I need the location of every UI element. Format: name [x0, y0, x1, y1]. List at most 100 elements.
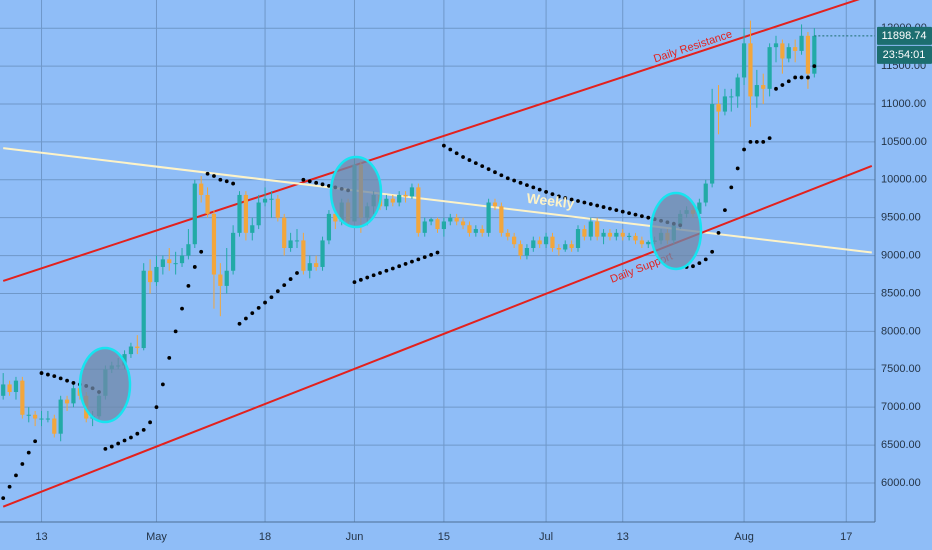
sar-dot — [703, 257, 708, 262]
x-tick-label: 13 — [35, 531, 47, 543]
y-tick-label: 7500.00 — [881, 363, 921, 375]
sar-dot — [493, 170, 497, 175]
candle-body — [780, 43, 785, 59]
y-tick-label: 8500.00 — [881, 287, 921, 299]
sar-dot — [742, 147, 746, 152]
candle-body — [71, 388, 76, 404]
sar-dot — [435, 250, 440, 255]
y-tick-label: 7000.00 — [881, 401, 921, 413]
sar-dot — [352, 280, 357, 285]
sar-dot — [576, 199, 580, 203]
sar-dot — [646, 215, 651, 220]
candle-body — [173, 263, 178, 265]
candle-body — [205, 194, 210, 214]
candle-body — [128, 346, 134, 355]
candle-body — [243, 194, 249, 233]
candle-body — [39, 418, 44, 420]
x-tick-label: Jul — [539, 531, 553, 543]
candle-body — [543, 236, 549, 245]
candle-body — [563, 244, 568, 250]
candle-body — [716, 103, 721, 112]
candle-body — [237, 194, 242, 233]
sar-dot — [608, 206, 612, 211]
candle-body — [722, 96, 728, 112]
sar-dot — [774, 86, 778, 91]
candle-body — [697, 202, 702, 214]
sar-dot — [358, 277, 363, 282]
sar-dot — [467, 158, 472, 162]
sar-dot — [52, 374, 57, 378]
sar-dot — [569, 197, 574, 202]
y-tick-label: 8000.00 — [881, 325, 921, 337]
candle-body — [633, 235, 638, 241]
y-tick-label: 10000.00 — [881, 174, 927, 186]
sar-dot — [167, 356, 172, 360]
sar-dot — [691, 264, 695, 269]
candle-body — [710, 103, 715, 184]
candle-body — [607, 232, 613, 237]
sar-dot — [320, 182, 325, 187]
sar-dot — [307, 179, 312, 184]
candle-body — [1, 384, 6, 396]
y-tick-label: 11000.00 — [881, 98, 926, 110]
grid — [0, 0, 875, 522]
sar-dot — [588, 202, 593, 206]
x-tick-label: Jun — [346, 531, 364, 543]
sar-dot — [799, 75, 804, 80]
candle-body — [595, 221, 600, 237]
sar-dot — [505, 176, 510, 181]
sar-dot — [422, 255, 427, 259]
sar-dot — [812, 64, 817, 68]
sar-dot — [601, 205, 606, 209]
sar-dot — [403, 262, 408, 266]
candle-body — [20, 380, 25, 415]
sar-dot — [256, 305, 261, 310]
sar-dot — [192, 265, 197, 269]
candle-body — [45, 418, 51, 420]
candle-body — [550, 236, 555, 249]
candle-body — [754, 85, 759, 97]
candle-body — [786, 47, 791, 59]
sar-dot — [314, 180, 319, 185]
countdown-box — [877, 45, 932, 64]
sar-dot — [65, 378, 69, 383]
sar-dot — [180, 306, 184, 311]
sar-dot — [512, 178, 517, 183]
sar-dot — [237, 321, 242, 326]
sar-dot — [263, 300, 267, 305]
candle-body — [218, 274, 223, 286]
sar-dot — [710, 249, 715, 254]
y-tick-label: 9500.00 — [881, 212, 921, 224]
candle-body — [569, 244, 574, 249]
sar-dot — [729, 185, 734, 190]
x-tick-label: 17 — [840, 531, 852, 543]
sar-dot — [537, 187, 542, 192]
countdown-label: 23:54:01 — [883, 49, 926, 61]
candle-body — [588, 221, 593, 237]
trend-line — [3, 147, 872, 254]
highlight-ellipse — [649, 191, 703, 271]
highlight-ellipse — [329, 155, 383, 229]
candle-body — [52, 418, 57, 434]
candle-body — [154, 266, 159, 283]
sar-dot — [627, 211, 632, 216]
sar-dot — [250, 311, 255, 316]
candle-body — [397, 194, 402, 203]
candle-body — [179, 255, 185, 264]
sar-dot — [288, 277, 293, 281]
candle-body — [294, 240, 300, 242]
candle-body — [626, 235, 632, 237]
candle-body — [435, 219, 440, 230]
candle-body — [141, 270, 146, 349]
sar-dot — [26, 450, 31, 455]
candle-body — [499, 206, 504, 233]
candle-body — [135, 346, 140, 349]
sar-dot — [716, 230, 721, 235]
sar-dot — [46, 372, 50, 377]
candle-body — [256, 202, 261, 226]
candle-body — [729, 96, 734, 98]
candle-body — [333, 213, 338, 222]
sar-dot — [20, 462, 25, 466]
sar-dot — [780, 83, 785, 87]
